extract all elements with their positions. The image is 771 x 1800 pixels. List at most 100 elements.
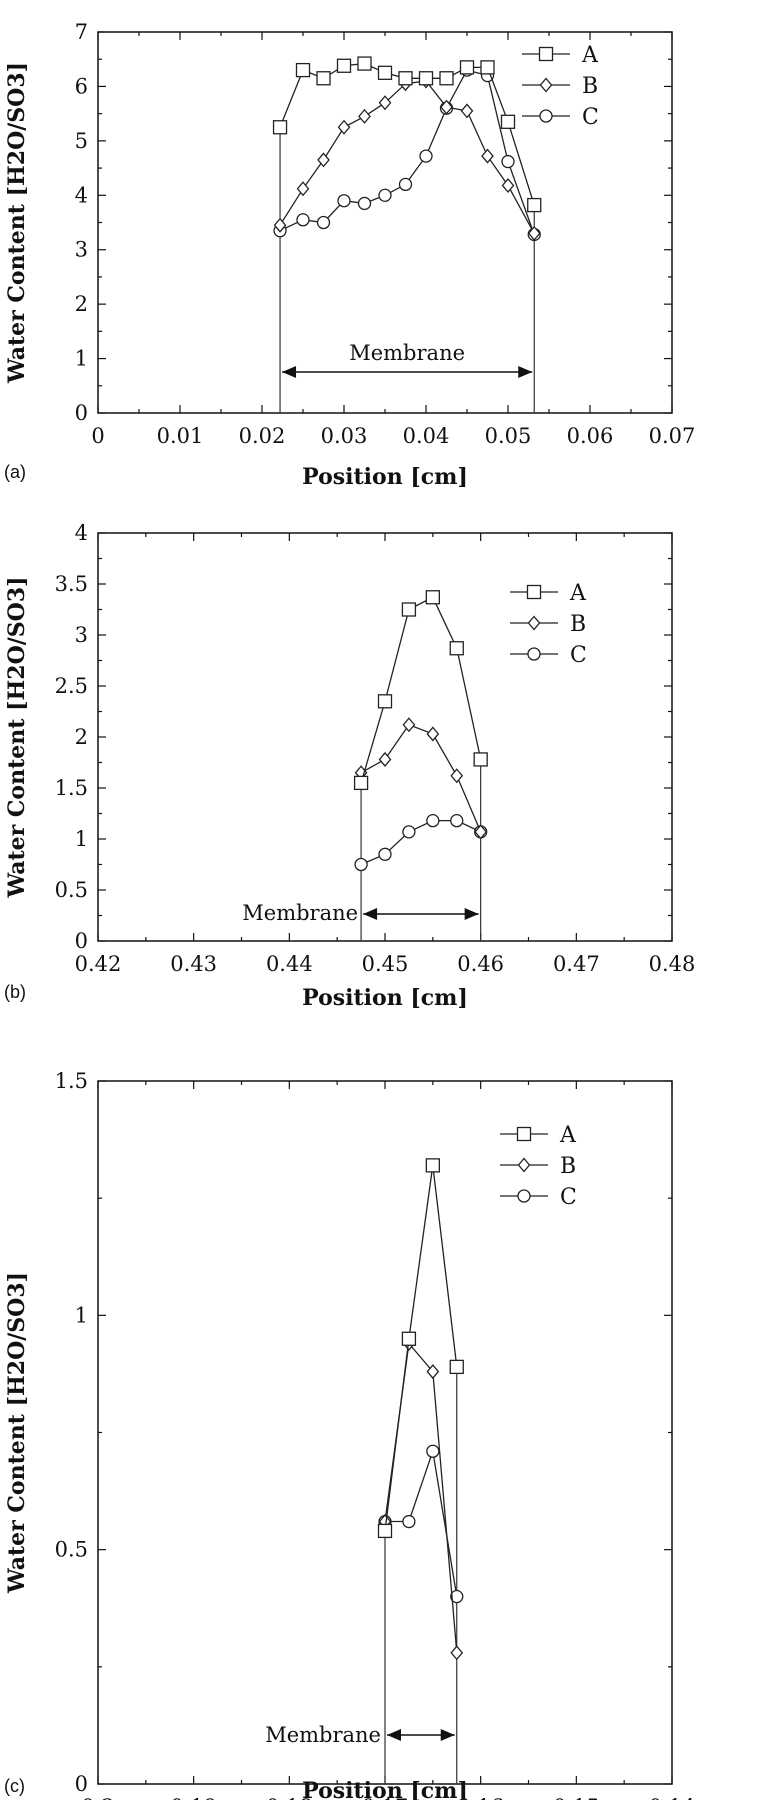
x-axis-label: Position [cm] xyxy=(302,1778,468,1800)
membrane-annotation: Membrane xyxy=(349,341,465,365)
marker-diamond xyxy=(296,181,310,197)
marker-square xyxy=(527,197,542,213)
marker-circle xyxy=(402,825,416,839)
marker-circle xyxy=(316,215,331,230)
marker-square xyxy=(480,60,495,75)
y-tick-label: 0.5 xyxy=(55,878,88,902)
membrane-annotation: Membrane xyxy=(242,901,358,925)
x-tick-label: 0.02 xyxy=(239,424,286,448)
marker-square xyxy=(401,1331,417,1346)
y-tick-label: 1 xyxy=(75,1303,88,1327)
marker-circle xyxy=(450,1589,464,1604)
y-axis-label: Water Content [H2O/SO3] xyxy=(4,62,30,384)
series-A xyxy=(272,56,542,213)
series-C xyxy=(354,813,488,872)
marker-square xyxy=(516,1126,532,1142)
marker-square xyxy=(418,71,434,86)
marker-diamond xyxy=(527,615,541,631)
x-tick-label: 0.03 xyxy=(321,424,368,448)
marker-diamond xyxy=(539,77,553,93)
series-line-C xyxy=(360,819,481,866)
marker-square xyxy=(425,590,440,605)
marker-square xyxy=(377,65,393,80)
marker-diamond xyxy=(273,217,287,233)
y-tick-label: 3 xyxy=(75,623,88,647)
marker-diamond xyxy=(450,1645,464,1661)
x-tick-label: 0.48 xyxy=(649,952,696,976)
marker-square xyxy=(353,775,369,791)
x-axis-label: Position [cm] xyxy=(302,464,468,490)
legend-label-C: C xyxy=(582,105,599,130)
marker-circle xyxy=(517,1189,531,1203)
marker-circle xyxy=(419,149,433,163)
marker-diamond xyxy=(317,152,330,168)
legend-label-A: A xyxy=(559,1123,577,1148)
marker-square xyxy=(449,641,464,656)
membrane-arrowhead-left xyxy=(363,908,378,920)
x-tick-label: 0.16 xyxy=(457,1795,504,1800)
series-line-C xyxy=(385,1450,458,1597)
series-line-A xyxy=(360,596,482,784)
x-tick-label: 0.19 xyxy=(170,1795,217,1800)
marker-diamond xyxy=(517,1157,531,1173)
y-tick-label: 5 xyxy=(75,129,88,153)
y-tick-label: 3 xyxy=(75,238,88,262)
marker-circle xyxy=(539,109,553,123)
x-tick-label: 0.05 xyxy=(485,424,532,448)
series-B xyxy=(378,1335,464,1661)
series-line-A xyxy=(384,1165,458,1531)
y-tick-label: 1 xyxy=(75,827,88,851)
marker-diamond xyxy=(358,108,371,124)
x-tick-label: 0.46 xyxy=(457,952,504,976)
legend-label-A: A xyxy=(581,43,599,68)
marker-square xyxy=(500,114,516,129)
x-tick-label: 0.47 xyxy=(553,952,600,976)
marker-diamond xyxy=(337,119,351,135)
marker-circle xyxy=(398,177,413,192)
marker-diamond xyxy=(426,1364,440,1380)
marker-circle xyxy=(402,1514,416,1529)
legend: ABC xyxy=(510,581,587,668)
marker-diamond xyxy=(481,148,494,164)
x-axis-label: Position [cm] xyxy=(302,985,468,1011)
membrane-arrowhead-right xyxy=(464,908,479,920)
x-tick-label: 0.18 xyxy=(266,1795,313,1800)
y-tick-label: 1.5 xyxy=(55,776,88,800)
membrane-arrowhead-left xyxy=(282,366,297,378)
marker-diamond xyxy=(460,103,474,119)
marker-circle xyxy=(426,813,440,828)
chart-panel-1: 0 0.01 0.02 0.03 0.04 0.05 0.06 0.07 0 1 2 3 4 5 6 7 Pos… xyxy=(4,20,695,490)
y-tick-label: 4 xyxy=(75,521,88,545)
marker-circle xyxy=(354,857,368,872)
x-tick-label: 0.14 xyxy=(649,1795,696,1800)
marker-circle xyxy=(378,188,392,202)
legend-label-A: A xyxy=(569,581,587,606)
marker-square xyxy=(377,694,393,709)
membrane-arrowhead-left xyxy=(387,1729,401,1741)
marker-diamond xyxy=(440,99,453,115)
x-tick-label: 0.04 xyxy=(403,424,450,448)
legend-label-C: C xyxy=(570,643,587,668)
legend: ABC xyxy=(500,1123,577,1210)
y-tick-label: 7 xyxy=(75,20,88,44)
marker-diamond xyxy=(450,768,464,784)
x-tick-label: 0.01 xyxy=(157,424,204,448)
panel-label: (a) xyxy=(4,462,26,482)
x-tick-label: 0.15 xyxy=(553,1795,600,1800)
chart-panel-3: 0.2 0.19 0.18 0.17 0.16 0.15 0.14 0 0.5 1 1.5 Posit… xyxy=(4,1069,695,1800)
marker-square xyxy=(449,1359,464,1375)
marker-square xyxy=(357,56,372,71)
x-tick-label: 0 xyxy=(91,424,104,448)
y-axis-label: Water Content [H2O/SO3] xyxy=(4,1272,30,1594)
marker-diamond xyxy=(474,824,488,840)
marker-diamond xyxy=(426,726,440,742)
marker-diamond xyxy=(501,177,515,193)
y-tick-label: 0.5 xyxy=(55,1538,88,1562)
y-tick-label: 4 xyxy=(75,183,88,207)
y-tick-label: 1 xyxy=(75,347,88,371)
legend: ABC xyxy=(522,43,599,130)
y-tick-label: 2.5 xyxy=(55,674,88,698)
marker-square xyxy=(439,71,454,86)
legend-label-B: B xyxy=(582,74,598,99)
